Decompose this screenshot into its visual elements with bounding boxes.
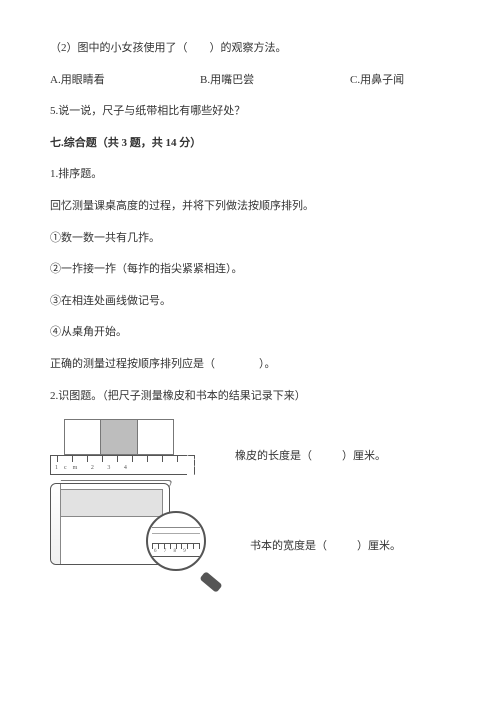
p1-step2: ②一拃接一拃（每拃的指尖紧紧相连）。 xyxy=(50,261,450,279)
option-a: A.用眼睛看 xyxy=(50,72,200,90)
ruler-in-lens: 6 7 8 9 xyxy=(152,543,200,557)
p1-conclusion: 正确的测量过程按顺序排列应是（ ）。 xyxy=(50,356,450,374)
eraser-shape xyxy=(64,419,174,455)
p1-intro: 回忆测量课桌高度的过程，并将下列做法按顺序排列。 xyxy=(50,198,450,216)
ruler-eraser: 1cm 2 3 4 xyxy=(50,455,195,475)
p1-step4: ④从桌角开始。 xyxy=(50,324,450,342)
eraser-caption-pre: 橡皮的长度是（ xyxy=(235,450,312,462)
ruler-labels: 1cm 2 3 4 xyxy=(55,464,133,474)
eraser-caption-post: ）厘米。 xyxy=(342,450,386,462)
option-c: C.用鼻子闻 xyxy=(350,72,450,90)
p1-step3: ③在相连处画线做记号。 xyxy=(50,293,450,311)
book-blank xyxy=(327,538,357,556)
eraser-caption: 橡皮的长度是（ ）厘米。 xyxy=(235,448,386,466)
book-figure: 6 7 8 9 xyxy=(50,483,210,565)
book-caption: 书本的宽度是（ ）厘米。 xyxy=(250,538,401,556)
eraser-figure: 1cm 2 3 4 xyxy=(50,419,195,475)
magnifier-lens: 6 7 8 9 xyxy=(146,511,206,571)
eraser-blank xyxy=(312,448,342,466)
book-caption-post: ）厘米。 xyxy=(357,540,401,552)
p1-title: 1.排序题。 xyxy=(50,166,450,184)
magnifier-handle xyxy=(199,571,222,593)
eraser-figure-row: 1cm 2 3 4 橡皮的长度是（ ）厘米。 xyxy=(50,419,450,475)
option-b: B.用嘴巴尝 xyxy=(200,72,350,90)
question-5: 5.说一说，尺子与纸带相比有哪些好处？ xyxy=(50,103,450,121)
p2-title: 2.识图题。（把尺子测量橡皮和书本的结果记录下来） xyxy=(50,388,450,406)
book-caption-pre: 书本的宽度是（ xyxy=(250,540,327,552)
magnifier: 6 7 8 9 xyxy=(146,511,220,585)
p1-step1: ①数一数一共有几拃。 xyxy=(50,230,450,248)
lens-ruler-labels: 6 7 8 9 xyxy=(154,548,189,556)
section-7-title: 七.综合题（共 3 题，共 14 分） xyxy=(50,135,450,153)
options-row: A.用眼睛看 B.用嘴巴尝 C.用鼻子闻 xyxy=(50,72,450,90)
question-2: （2）图中的小女孩使用了（ ）的观察方法。 xyxy=(50,40,450,58)
book-figure-row: 6 7 8 9 书本的宽度是（ ）厘米。 xyxy=(50,483,450,565)
